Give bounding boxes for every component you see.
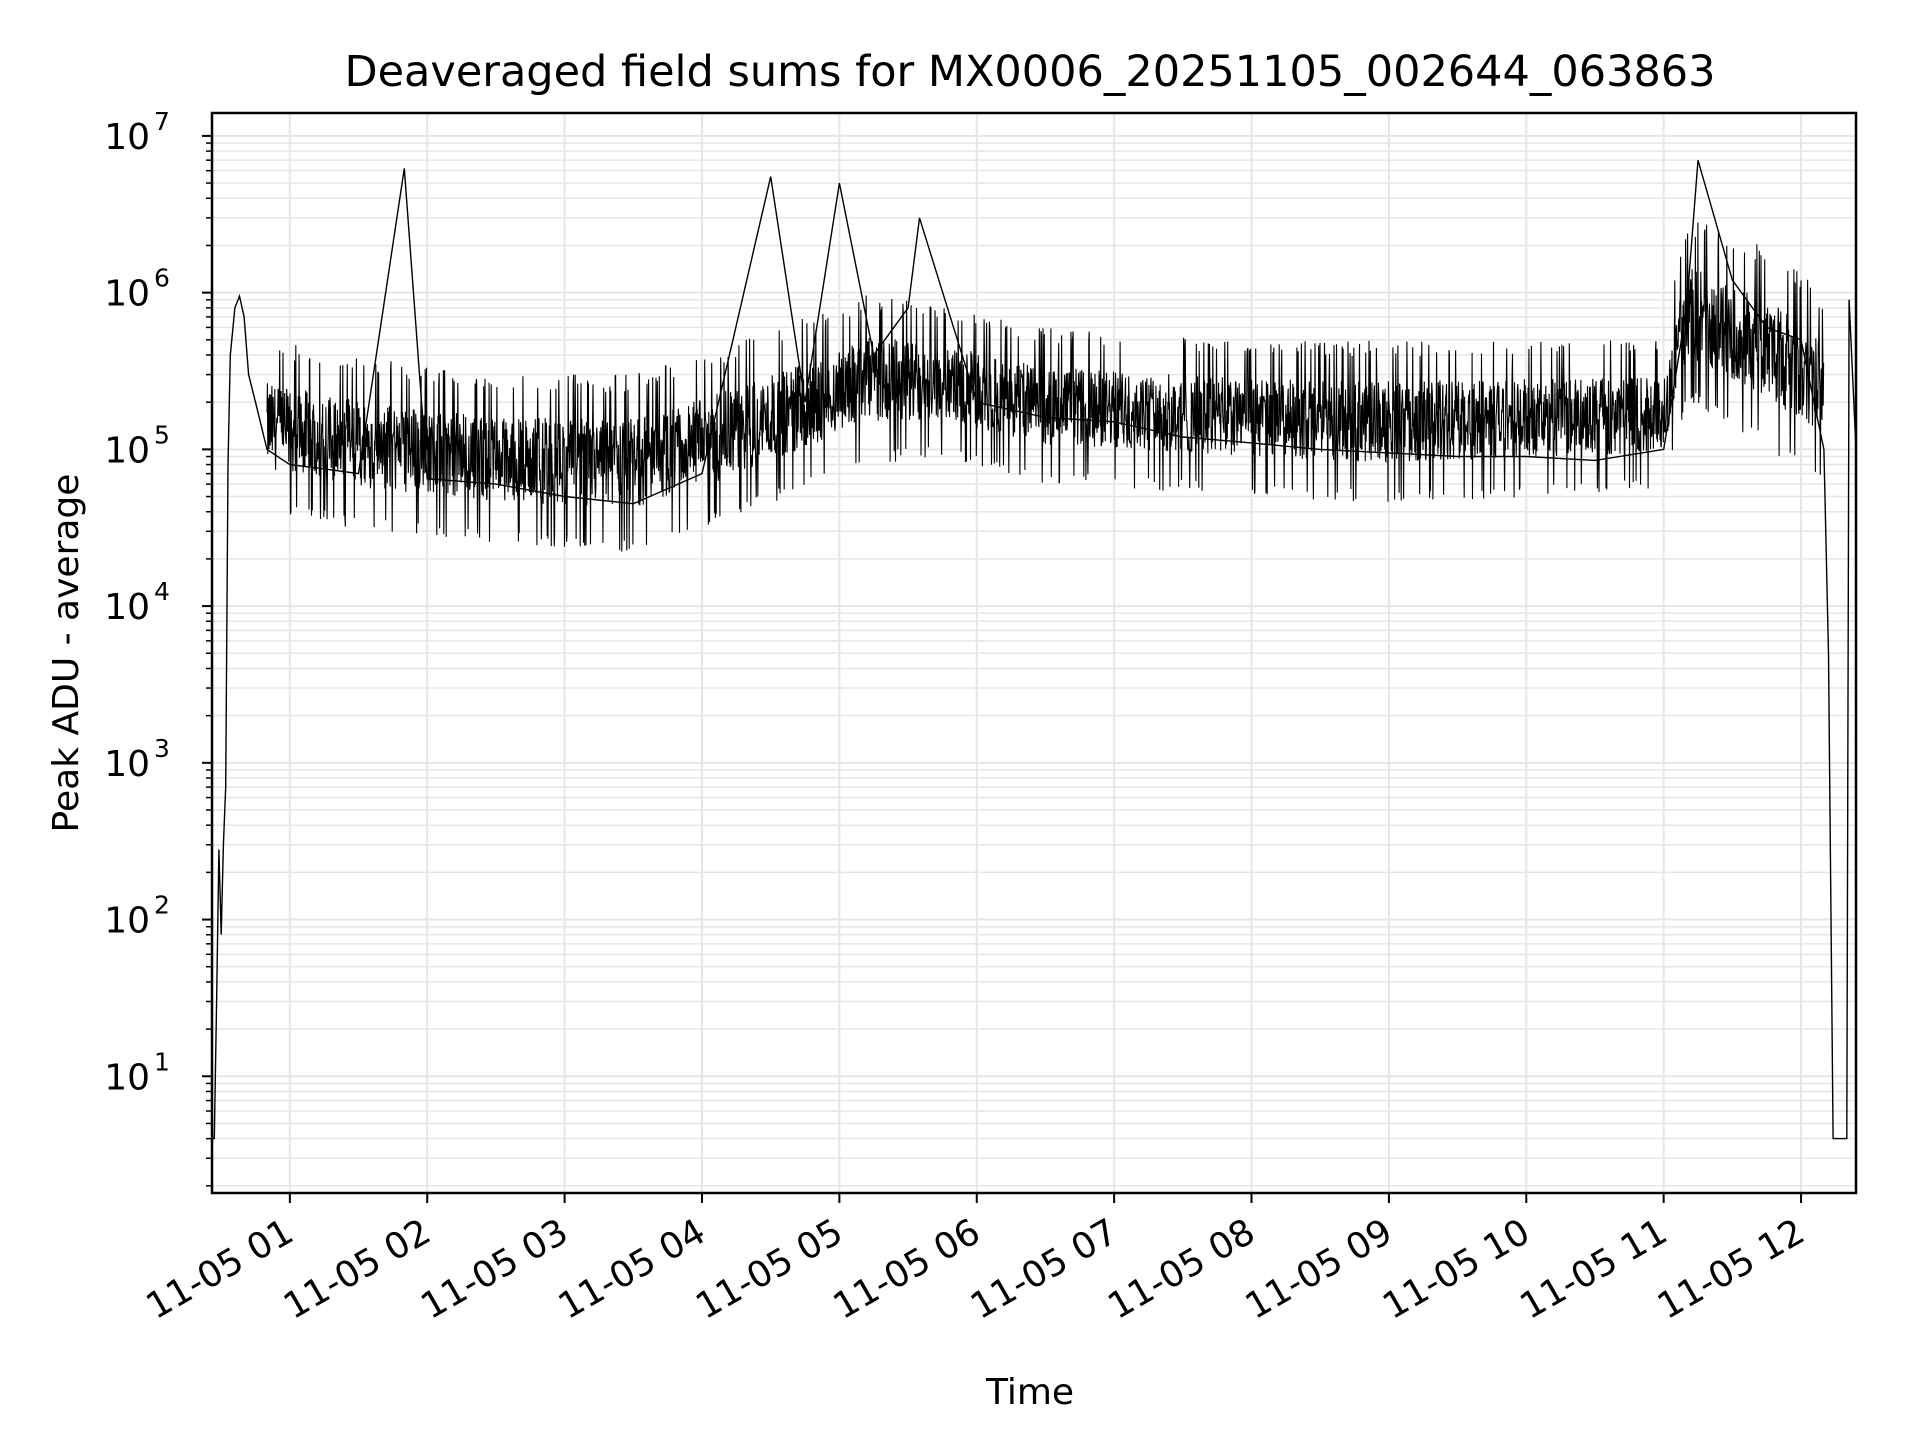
y-tick-exponent: 6 — [154, 264, 170, 293]
y-tick-label: 10 — [104, 587, 150, 628]
y-tick-label: 10 — [104, 117, 150, 158]
y-tick-label: 10 — [104, 274, 150, 315]
series-noise-trace — [266, 222, 1825, 552]
y-tick-exponent: 1 — [154, 1047, 170, 1076]
y-tick-label: 10 — [104, 430, 150, 471]
y-tick-exponent: 5 — [154, 420, 170, 449]
y-axis-label: Peak ADU - average — [46, 474, 87, 833]
y-tick-exponent: 2 — [154, 891, 170, 920]
x-axis-label: Time — [985, 1372, 1074, 1413]
chart-title: Deaveraged field sums for MX0006_2025110… — [344, 47, 1715, 97]
series-line — [212, 160, 1856, 1140]
y-tick-exponent: 3 — [154, 734, 170, 763]
y-tick-exponent: 4 — [154, 577, 170, 606]
y-tick-label: 10 — [104, 744, 150, 785]
y-tick-label: 10 — [104, 901, 150, 942]
series-layer — [212, 160, 1856, 1140]
y-tick-label: 10 — [104, 1057, 150, 1098]
y-tick-exponent: 7 — [154, 107, 170, 136]
plot-frame — [210, 111, 1858, 1195]
